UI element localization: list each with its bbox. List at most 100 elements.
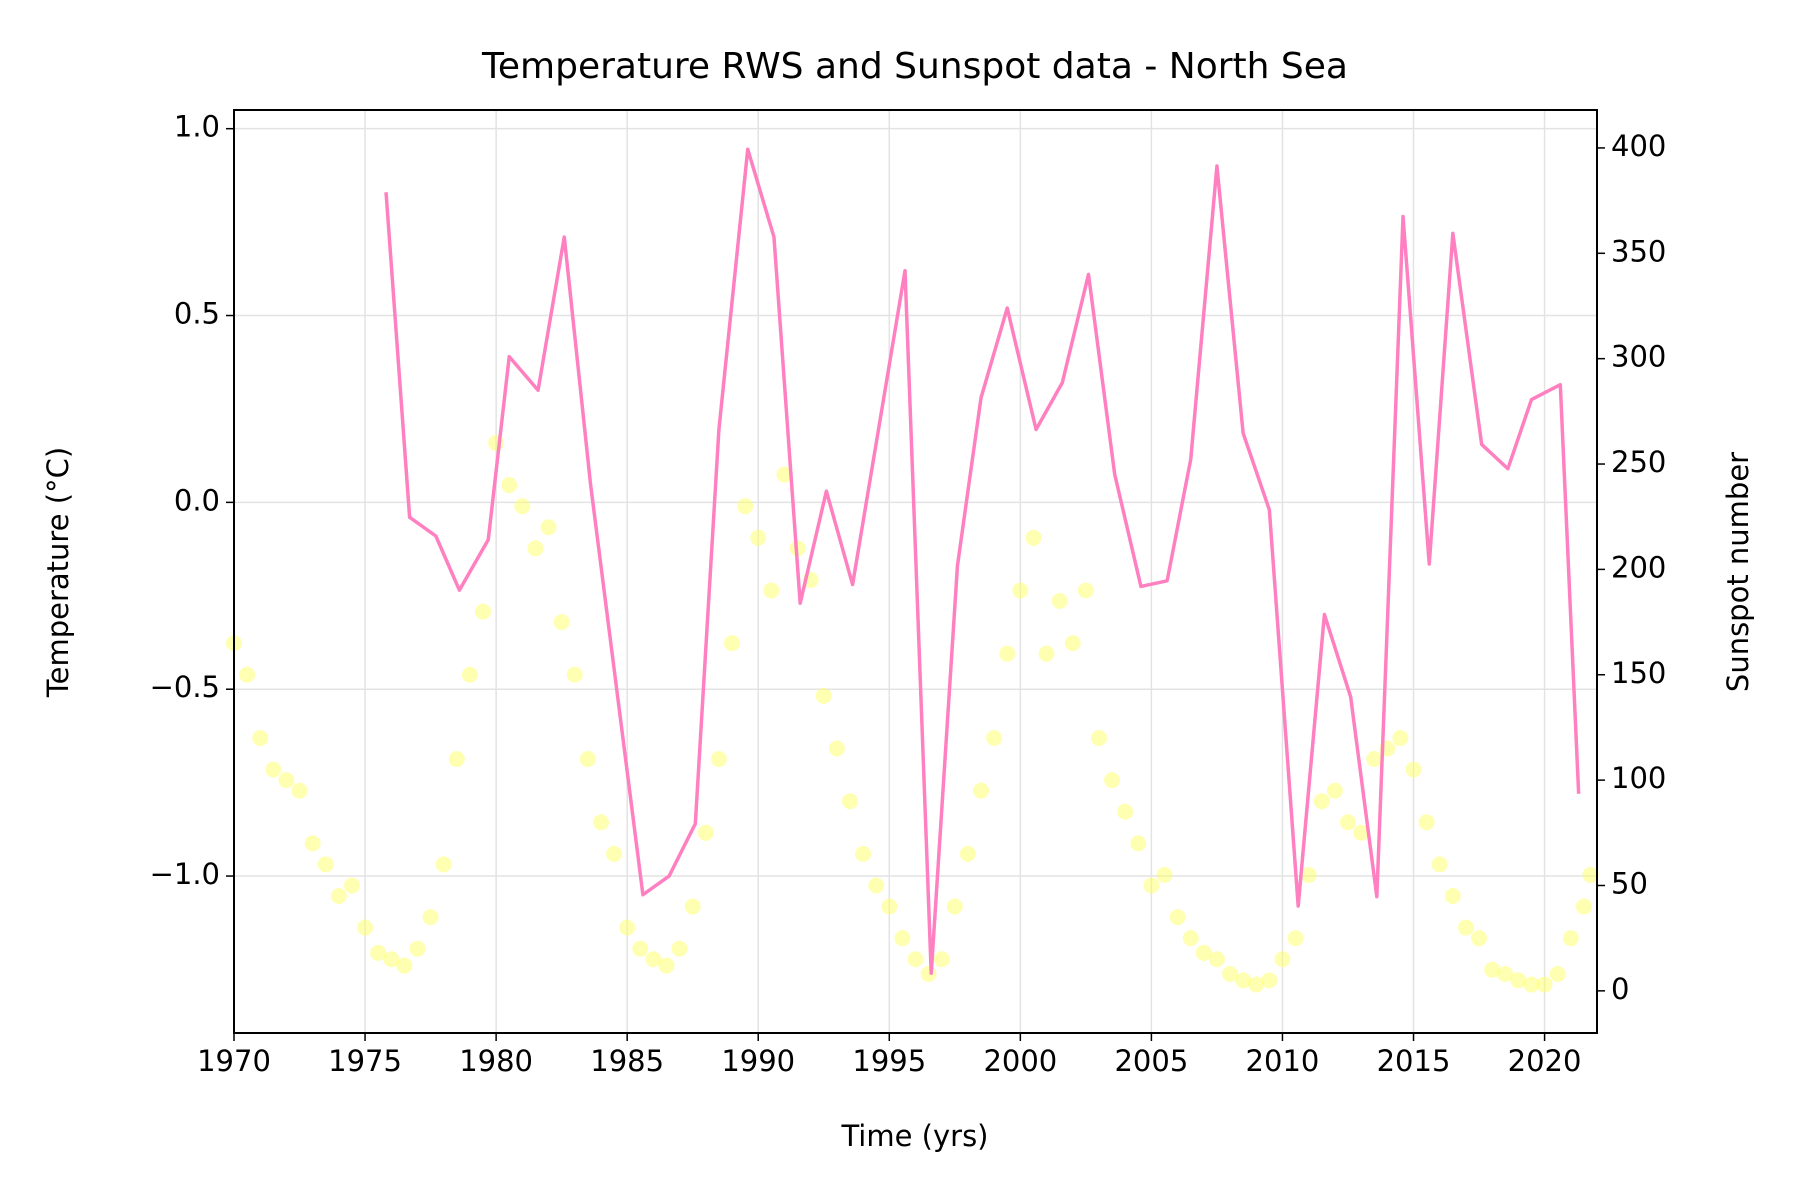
sunspot-point <box>1431 856 1448 873</box>
y-tick-label: −0.5 <box>150 670 220 704</box>
sunspot-point <box>1064 635 1081 652</box>
sunspot-point <box>239 666 256 683</box>
sunspot-point <box>422 909 439 926</box>
sunspot-point <box>343 877 360 894</box>
sunspot-point <box>671 940 688 957</box>
sunspot-point <box>1038 645 1055 662</box>
sunspot-point <box>592 814 609 831</box>
sunspot-point <box>1222 965 1239 982</box>
sunspot-point <box>1471 930 1488 947</box>
sunspot-point <box>645 951 662 968</box>
sunspot-point <box>1248 976 1265 993</box>
sunspot-point <box>1313 793 1330 810</box>
sunspot-point <box>999 645 1016 662</box>
sunspot-point <box>553 614 570 631</box>
sunspot-point <box>750 529 767 546</box>
y2-tick-label: 350 <box>1611 234 1666 268</box>
x-tick-label: 1980 <box>459 1044 533 1078</box>
sunspot-point <box>1497 965 1514 982</box>
x-tick-label: 2005 <box>1114 1044 1188 1078</box>
grid-layer <box>233 110 1597 1033</box>
sunspot-point <box>1366 751 1383 768</box>
sunspot-point <box>1300 866 1317 883</box>
sunspot-point <box>658 957 675 974</box>
sunspot-point <box>815 687 832 704</box>
sunspot-point <box>1536 976 1553 993</box>
sunspot-point <box>527 540 544 557</box>
sunspot-point <box>448 751 465 768</box>
x-tick-label: 2015 <box>1377 1044 1451 1078</box>
x-tick-label: 1990 <box>721 1044 795 1078</box>
y2-tick-label: 100 <box>1611 761 1666 795</box>
sunspot-point <box>959 845 976 862</box>
sunspot-point <box>1156 866 1173 883</box>
x-axis-label: Time (yrs) <box>840 1119 988 1153</box>
sunspot-point <box>894 930 911 947</box>
sunspot-point <box>946 898 963 915</box>
sunspot-point <box>1287 930 1304 947</box>
y2-axis-label: Sunspot number <box>1721 452 1755 692</box>
sunspot-point <box>1484 961 1501 978</box>
sunspot-point <box>265 761 282 778</box>
sunspot-point <box>1326 782 1343 799</box>
sunspot-point <box>632 940 649 957</box>
sunspot-point <box>1353 824 1370 841</box>
sunspot-point <box>435 856 452 873</box>
sunspot-point <box>973 782 990 799</box>
sunspot-point <box>1523 976 1540 993</box>
data-layer <box>226 147 1599 993</box>
sunspot-point <box>697 824 714 841</box>
sunspot-point <box>278 772 295 789</box>
sunspot-point <box>1208 951 1225 968</box>
x-tick-label: 1995 <box>852 1044 926 1078</box>
sunspot-point <box>1339 814 1356 831</box>
sunspot-point <box>763 582 780 599</box>
sunspot-point <box>409 940 426 957</box>
x-tick-label: 2010 <box>1246 1044 1320 1078</box>
sunspot-point <box>540 519 557 536</box>
y-tick-label: −1.0 <box>150 857 220 891</box>
y2-tick-label: 250 <box>1611 445 1666 479</box>
plot-frame <box>233 109 1598 1034</box>
sunspot-point <box>1012 582 1029 599</box>
y2-tick-label: 0 <box>1611 972 1629 1006</box>
temperature-line <box>384 147 1581 975</box>
sunspot-point <box>724 635 741 652</box>
sunspot-point <box>933 951 950 968</box>
chart-title: Temperature RWS and Sunspot data - North… <box>481 46 1348 87</box>
sunspot-point <box>1169 909 1186 926</box>
sunspot-point <box>579 751 596 768</box>
y2-tick-label: 400 <box>1611 129 1666 163</box>
sunspot-point <box>868 877 885 894</box>
sunspot-point <box>881 898 898 915</box>
sunspot-point <box>684 898 701 915</box>
sunspot-point <box>1444 888 1461 905</box>
sunspot-point <box>1274 951 1291 968</box>
sunspot-point <box>1261 972 1278 989</box>
y2-tick-label: 200 <box>1611 550 1666 584</box>
y-tick-label: 1.0 <box>174 110 220 144</box>
sunspot-point <box>1025 529 1042 546</box>
sunspot-point <box>1130 835 1147 852</box>
sunspot-point <box>396 957 413 974</box>
sunspot-point <box>776 466 793 483</box>
sunspot-point <box>841 793 858 810</box>
sunspot-point <box>1051 593 1068 610</box>
sunspot-point <box>606 845 623 862</box>
sunspot-point <box>1182 930 1199 947</box>
sunspot-point <box>304 835 321 852</box>
sunspot-point <box>357 919 374 936</box>
sunspot-point <box>828 740 845 757</box>
sunspot-point <box>1104 772 1121 789</box>
sunspot-point <box>1195 944 1212 961</box>
sunspot-point <box>710 751 727 768</box>
sunspot-point <box>920 965 937 982</box>
sunspot-point <box>1418 814 1435 831</box>
y-tick-label: 0.0 <box>174 483 220 517</box>
sunspot-point <box>291 782 308 799</box>
y-tick-label: 0.5 <box>174 297 220 331</box>
sunspot-point <box>737 498 754 515</box>
sunspot-point <box>1235 972 1252 989</box>
sunspot-point <box>566 666 583 683</box>
y-axis-label: Temperature (°C) <box>41 447 75 698</box>
